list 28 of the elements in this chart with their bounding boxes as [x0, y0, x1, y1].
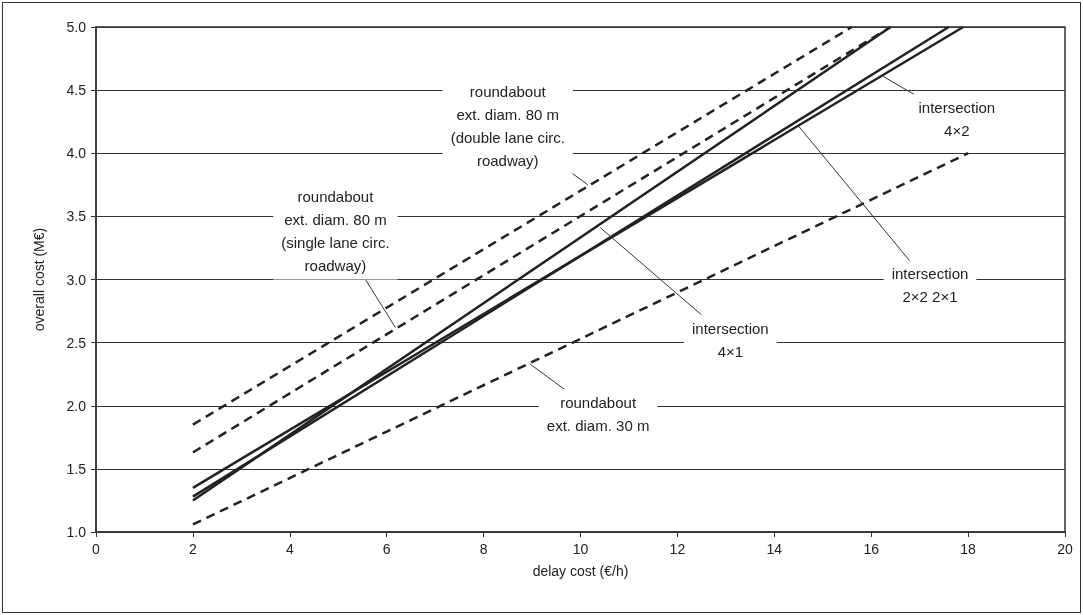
y-axis-title: overall cost (M€) [31, 227, 47, 332]
x-tick-label: 8 [479, 541, 488, 557]
x-tick-label: 18 [960, 541, 977, 557]
x-tick-label: 2 [189, 541, 197, 557]
y-tick-label: 5.0 [66, 19, 87, 35]
annotation: intersection 4×1 [692, 319, 769, 360]
annotation: roundabout ext. diam. 30 m [546, 394, 650, 435]
y-tick-label: 3.0 [66, 271, 87, 288]
annotation: roundabout ext. diam. 80 m (double lane circ. roadway) [450, 82, 565, 169]
x-tick-label: 10 [572, 541, 589, 557]
y-tick-label: 2.5 [66, 334, 87, 351]
x-tick-label: 4 [285, 541, 294, 557]
x-tick-label: 6 [382, 541, 391, 557]
annotation: intersection 4×2 [918, 99, 996, 140]
y-tick-label: 4.0 [66, 145, 87, 162]
x-tick-label: 14 [766, 541, 783, 557]
x-axis-title: delay cost (€/h) [532, 563, 629, 579]
y-tick-label: 1.5 [66, 460, 87, 477]
annotation: intersection 2×2 2×1 [891, 265, 969, 306]
y-tick-label: 4.5 [66, 82, 87, 99]
annotation: roundabout ext. diam. 80 m (single lane circ. roadway) [281, 188, 390, 275]
x-tick-label: 20 [1057, 541, 1073, 557]
y-tick-label: 1.0 [66, 524, 87, 540]
x-tick-label: 16 [863, 541, 880, 557]
x-tick-label: 0 [92, 541, 101, 557]
y-tick-label: 3.5 [66, 208, 87, 225]
y-tick-label: 2.0 [66, 397, 87, 414]
x-tick-label: 12 [669, 541, 686, 557]
